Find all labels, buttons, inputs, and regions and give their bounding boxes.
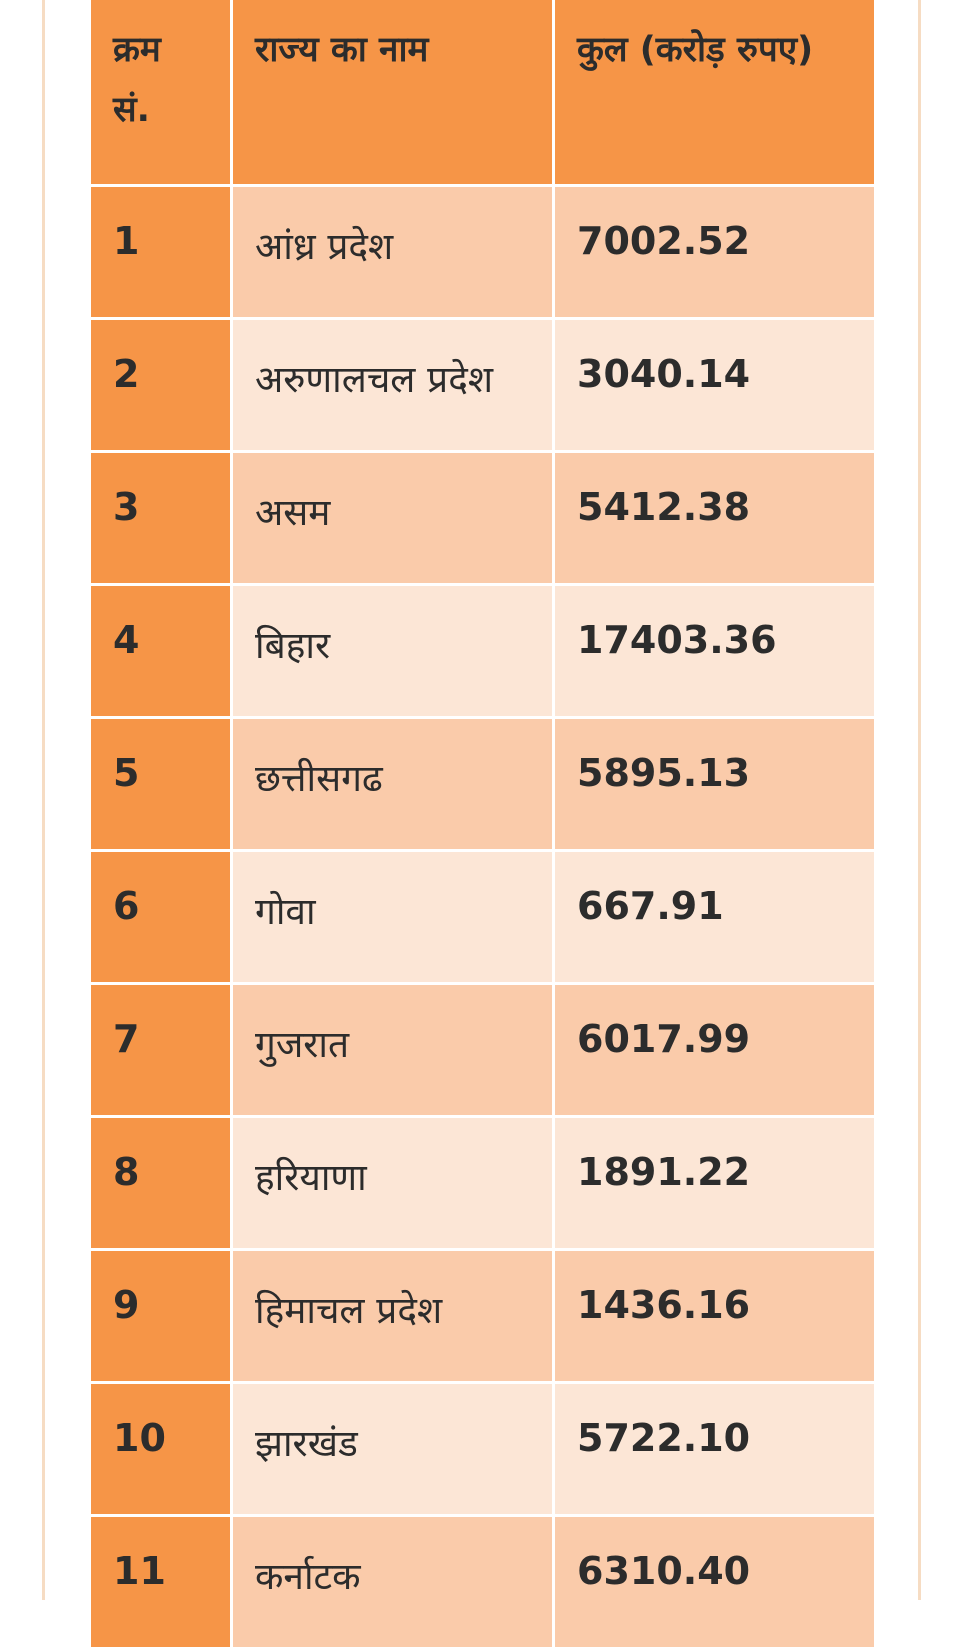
row-state: हरियाणा [230, 1116, 555, 1251]
state-allocation-table-container: क्रम सं. राज्य का नाम कुल (करोड़ रुपए) 1… [88, 0, 877, 1650]
row-state: झारखंड [230, 1382, 555, 1517]
row-amount: 17403.36 [552, 584, 877, 719]
row-serial: 7 [88, 983, 233, 1118]
row-serial: 6 [88, 850, 233, 985]
table-row: 8 हरियाणा 1891.22 [88, 1116, 877, 1251]
row-amount: 667.91 [552, 850, 877, 985]
row-amount: 6017.99 [552, 983, 877, 1118]
table-row: 4 बिहार 17403.36 [88, 584, 877, 719]
row-state: छत्तीसगढ [230, 717, 555, 852]
table-header-row: क्रम सं. राज्य का नाम कुल (करोड़ रुपए) [88, 0, 877, 187]
table-row: 3 असम 5412.38 [88, 451, 877, 586]
row-state: गुजरात [230, 983, 555, 1118]
header-total-amount: कुल (करोड़ रुपए) [552, 0, 877, 187]
row-serial: 4 [88, 584, 233, 719]
row-amount: 1436.16 [552, 1249, 877, 1384]
header-state-name: राज्य का नाम [230, 0, 555, 187]
page-border-right [918, 0, 921, 1600]
row-state: गोवा [230, 850, 555, 985]
row-amount: 5895.13 [552, 717, 877, 852]
table-row: 2 अरुणालचल प्रदेश 3040.14 [88, 318, 877, 453]
row-serial: 8 [88, 1116, 233, 1251]
table-row: 6 गोवा 667.91 [88, 850, 877, 985]
table-row: 7 गुजरात 6017.99 [88, 983, 877, 1118]
row-amount: 1891.22 [552, 1116, 877, 1251]
row-serial: 9 [88, 1249, 233, 1384]
row-state: बिहार [230, 584, 555, 719]
row-state: आंध्र प्रदेश [230, 185, 555, 320]
row-serial: 3 [88, 451, 233, 586]
table-row: 10 झारखंड 5722.10 [88, 1382, 877, 1517]
state-allocation-table: क्रम सं. राज्य का नाम कुल (करोड़ रुपए) 1… [88, 0, 877, 1650]
row-amount: 6310.40 [552, 1515, 877, 1650]
row-serial: 11 [88, 1515, 233, 1650]
table-row: 5 छत्तीसगढ 5895.13 [88, 717, 877, 852]
row-serial: 5 [88, 717, 233, 852]
row-state: अरुणालचल प्रदेश [230, 318, 555, 453]
row-state: असम [230, 451, 555, 586]
row-amount: 3040.14 [552, 318, 877, 453]
row-amount: 5722.10 [552, 1382, 877, 1517]
row-serial: 1 [88, 185, 233, 320]
table-row: 11 कर्नाटक 6310.40 [88, 1515, 877, 1650]
row-state: हिमाचल प्रदेश [230, 1249, 555, 1384]
header-serial-number: क्रम सं. [88, 0, 233, 187]
row-amount: 7002.52 [552, 185, 877, 320]
row-state: कर्नाटक [230, 1515, 555, 1650]
row-serial: 2 [88, 318, 233, 453]
page-border-left [42, 0, 45, 1600]
row-amount: 5412.38 [552, 451, 877, 586]
table-row: 9 हिमाचल प्रदेश 1436.16 [88, 1249, 877, 1384]
row-serial: 10 [88, 1382, 233, 1517]
table-row: 1 आंध्र प्रदेश 7002.52 [88, 185, 877, 320]
